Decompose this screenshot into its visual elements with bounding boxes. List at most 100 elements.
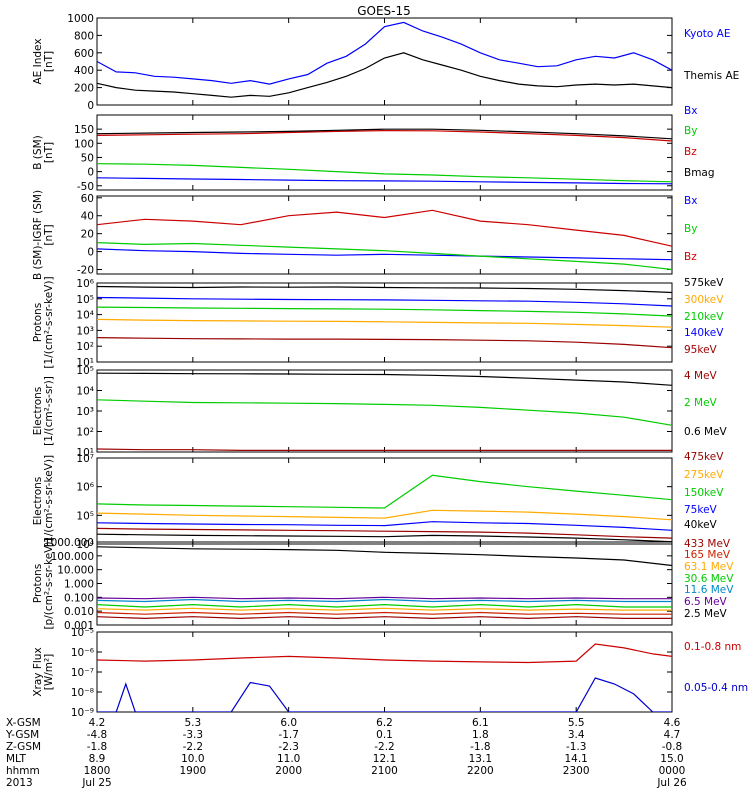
series-line-0-1-0-8-nm	[97, 643, 672, 664]
x-axis-value: Jul 25	[81, 777, 111, 789]
x-axis-value: 10.0	[181, 753, 204, 765]
y-tick-label: 60	[81, 193, 94, 205]
x-axis-value: -2.3	[278, 741, 299, 753]
series-line-475kev	[97, 527, 672, 539]
y-tick-label: 100	[74, 138, 94, 150]
series-line-150kev	[97, 474, 672, 509]
y-tick-label: 600	[74, 48, 94, 60]
panel-b_minus_igrf: -20 0 20 40 60 B (SM)-IGRF (SM)[nT] Bx By Bz	[32, 190, 697, 280]
y-axis-label: Electrons[1/(cm²-s-sr-keV)]	[32, 455, 55, 547]
y-tick-label: 10⁻⁶	[71, 647, 94, 659]
y-tick-label: 10⁻⁵	[71, 627, 94, 639]
legend-label-300kev: 300keV	[684, 294, 724, 306]
y-axis-label: AE Index[nT]	[32, 38, 55, 84]
series-line-4-mev	[97, 448, 672, 451]
legend-label-themis-ae: Themis AE	[683, 70, 739, 82]
x-axis-value: 0000	[659, 765, 686, 777]
series-line-210kev	[97, 306, 672, 317]
series-line-140kev	[97, 296, 672, 307]
series-line-300kev	[97, 318, 672, 328]
legend-label-0-05-0-4-nm: 0.05-0.4 nm	[684, 682, 748, 694]
x-axis-value: Jul 26	[656, 777, 687, 789]
legend-label-140kev: 140keV	[684, 327, 724, 339]
y-tick-label: 800	[74, 30, 94, 42]
y-axis-label: Xray Flux[W/m²]	[32, 647, 55, 696]
row-label-mlt: MLT	[6, 753, 26, 765]
series-line-bz	[97, 129, 672, 142]
legend-label-30-6-mev: 30.6 MeV	[684, 573, 734, 585]
legend-label-165-mev: 165 MeV	[684, 549, 731, 561]
y-tick-label: 400	[74, 65, 94, 77]
x-axis-value: 13.1	[469, 753, 492, 765]
x-axis-value: 3.4	[568, 729, 585, 741]
x-axis-value: 5.3	[184, 717, 201, 729]
y-tick-label: 10⁻⁸	[71, 687, 94, 699]
x-axis-value: 1900	[179, 765, 206, 777]
x-axis-value: 1800	[84, 765, 111, 777]
y-tick-label: 0	[87, 167, 94, 179]
x-axis-value: 4.7	[664, 729, 681, 741]
panel-b_sm: -50 0 50 100 150 B (SM)[nT] Bx By Bz Bmag	[32, 105, 715, 193]
x-axis-value: 2000	[275, 765, 302, 777]
legend-label-63-1-mev: 63.1 MeV	[684, 561, 734, 573]
y-tick-label: 10¹	[76, 357, 94, 369]
y-tick-label: 10.000	[57, 565, 94, 577]
y-tick-label: 150	[74, 124, 94, 136]
x-axis-value: 6.2	[376, 717, 393, 729]
y-tick-label: 10⁻⁹	[71, 707, 94, 719]
y-tick-label: 10⁵	[76, 294, 94, 306]
series-line-30-6-mev	[97, 603, 672, 608]
x-axis-value: -1.7	[278, 729, 299, 741]
y-tick-label: 20	[81, 229, 94, 241]
x-axis-value: -2.2	[374, 741, 395, 753]
series-line-0-05-0-4-nm	[97, 677, 672, 712]
legend-label-bmag: Bmag	[684, 167, 715, 179]
legend-label-210kev: 210keV	[684, 311, 724, 323]
legend-label-11-6-mev: 11.6 MeV	[684, 584, 734, 596]
panel-protons_kev: 10¹ 10² 10³ 10⁴ 10⁵ 10⁶ Protons[1/(cm²-s-sr-ke…	[32, 276, 724, 369]
y-axis-label: B (SM)[nT]	[32, 135, 55, 169]
y-tick-label: 10⁶	[76, 482, 94, 494]
legend-label-bz: Bz	[684, 146, 697, 158]
y-tick-label: 10⁶	[76, 278, 94, 290]
legend-label-2-mev: 2 MeV	[684, 397, 718, 409]
y-tick-label: 40	[81, 211, 94, 223]
x-axis-value: 2200	[467, 765, 494, 777]
panel-electrons_mev: 10¹ 10² 10³ 10⁴ 10⁵ Electrons[1/(cm²-s-sr)] 4 …	[32, 365, 728, 459]
y-tick-label: 10³	[76, 325, 94, 337]
y-tick-label: 0	[87, 100, 94, 112]
x-axis-value: 4.6	[664, 717, 681, 729]
x-axis-value: 6.0	[280, 717, 297, 729]
series-line-bmag	[97, 128, 672, 140]
row-label-x-gsm: X-GSM	[6, 717, 41, 729]
y-tick-label: 1000	[67, 13, 94, 25]
y-tick-label: 10⁵	[76, 365, 94, 377]
series-line-275kev	[97, 509, 672, 521]
y-tick-label: 10⁴	[76, 310, 94, 322]
y-tick-label: 10⁵	[76, 510, 94, 522]
y-tick-label: 1000.000	[44, 537, 94, 549]
x-axis-value: 8.9	[89, 753, 106, 765]
row-label-hhmm: hhmm	[6, 765, 40, 777]
y-tick-label: 10¹	[76, 447, 94, 459]
y-tick-label: 10²	[76, 341, 94, 353]
legend-label-75kev: 75keV	[684, 504, 718, 516]
legend-label-4-mev: 4 MeV	[684, 370, 718, 382]
x-axis-value: 1.8	[472, 729, 489, 741]
x-axis-value: -1.3	[566, 741, 587, 753]
series-line-by	[97, 163, 672, 183]
series-line-bz	[97, 209, 672, 247]
legend-label-475kev: 475keV	[684, 451, 724, 463]
x-axis-value: 6.1	[472, 717, 489, 729]
series-line-165-mev	[97, 611, 672, 615]
legend-label-0-1-0-8-nm: 0.1-0.8 nm	[684, 641, 741, 653]
series-line-0-6-mev	[97, 372, 672, 386]
x-axis-value: 2300	[563, 765, 590, 777]
y-tick-label: -20	[77, 265, 94, 277]
legend-label-275kev: 275keV	[684, 469, 724, 481]
y-tick-label: 10³	[76, 406, 94, 418]
series-line-575kev	[97, 285, 672, 294]
